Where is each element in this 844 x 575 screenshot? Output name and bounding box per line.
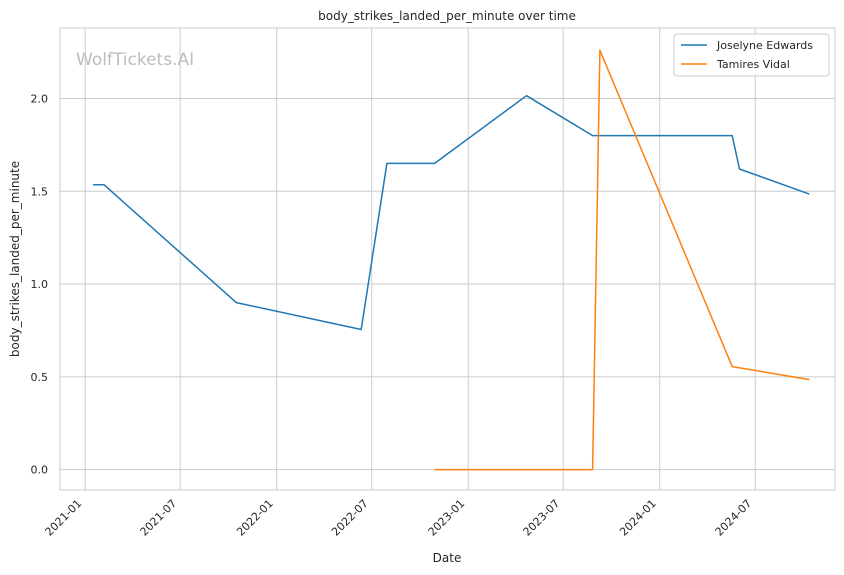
legend-label: Tamires Vidal	[716, 58, 790, 71]
legend: Joselyne Edwards Tamires Vidal	[673, 33, 830, 77]
y-tick-label: 2.0	[31, 93, 49, 106]
series-line	[434, 49, 810, 471]
x-axis-label: Date	[433, 551, 462, 565]
y-tick-label: 0.5	[31, 371, 49, 384]
plot-area-frame	[59, 27, 836, 491]
y-axis-ticks: 0.0 0.5 1.0 1.5 2.0	[31, 93, 49, 477]
chart-title: body_strikes_landed_per_minute over time	[318, 9, 576, 23]
y-tick-label: 1.5	[31, 185, 49, 198]
watermark-text: WolfTickets.AI	[76, 50, 194, 70]
y-tick-label: 0.0	[31, 464, 49, 477]
y-axis-label: body_strikes_landed_per_minute	[8, 161, 22, 357]
series-line	[93, 94, 810, 331]
y-tick-label: 1.0	[31, 278, 49, 291]
legend-box	[673, 33, 830, 77]
legend-items: Joselyne Edwards Tamires Vidal	[681, 39, 813, 71]
legend-label: Joselyne Edwards	[716, 39, 813, 52]
series-layer	[93, 49, 810, 471]
